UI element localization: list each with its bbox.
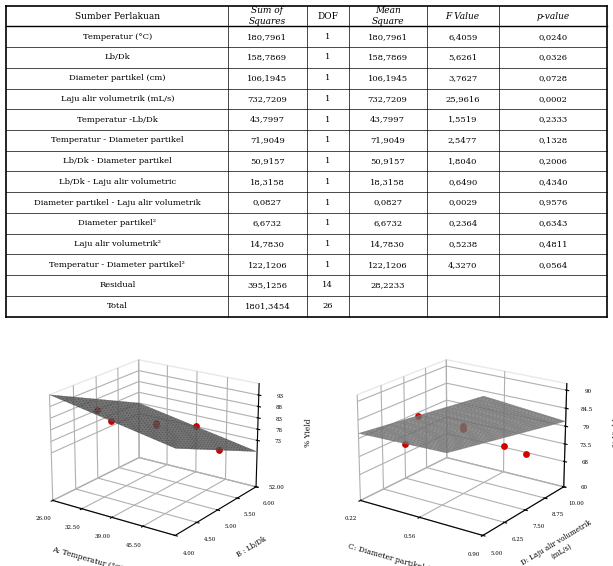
Text: 1: 1: [325, 115, 330, 123]
Text: p-value: p-value: [536, 11, 569, 20]
Text: 28,2233: 28,2233: [370, 281, 405, 289]
Text: Sum of
Squares: Sum of Squares: [249, 6, 286, 25]
Text: 0,2333: 0,2333: [538, 115, 568, 123]
Text: 1,5519: 1,5519: [448, 115, 478, 123]
Text: 18,3158: 18,3158: [250, 178, 285, 186]
Text: 0,6343: 0,6343: [538, 219, 568, 228]
Text: 14: 14: [322, 281, 333, 289]
Y-axis label: D: Laju alir volumetrik
(mL/s): D: Laju alir volumetrik (mL/s): [520, 519, 598, 566]
Text: 158,7869: 158,7869: [368, 53, 408, 62]
Text: 1: 1: [325, 261, 330, 269]
Text: 0,6490: 0,6490: [448, 178, 478, 186]
Text: Temperatur -Lb/Dk: Temperatur -Lb/Dk: [77, 115, 158, 123]
Text: Sumber Perlakuan: Sumber Perlakuan: [75, 11, 160, 20]
Text: 106,1945: 106,1945: [248, 74, 287, 82]
Text: 4,3270: 4,3270: [448, 261, 478, 269]
Text: 180,7961: 180,7961: [248, 33, 287, 41]
Text: 71,9049: 71,9049: [250, 136, 285, 144]
Text: 71,9049: 71,9049: [370, 136, 405, 144]
Text: 2,5477: 2,5477: [448, 136, 478, 144]
Text: Diameter partikel (cm): Diameter partikel (cm): [69, 74, 166, 82]
Text: Lb/Dk - Laju alir volumetric: Lb/Dk - Laju alir volumetric: [59, 178, 176, 186]
Text: 0,2364: 0,2364: [448, 219, 478, 228]
Text: Lb/Dk - Diameter partikel: Lb/Dk - Diameter partikel: [63, 157, 172, 165]
Text: Laju alir volumetrik²: Laju alir volumetrik²: [74, 240, 161, 248]
Text: 106,1945: 106,1945: [368, 74, 408, 82]
Text: 3,7627: 3,7627: [448, 74, 478, 82]
Text: Laju alir volumetrik (mL/s): Laju alir volumetrik (mL/s): [61, 95, 174, 103]
Text: 6,4059: 6,4059: [448, 33, 478, 41]
Text: 180,7961: 180,7961: [368, 33, 408, 41]
Text: 0,5238: 0,5238: [448, 240, 478, 248]
Text: 0,9576: 0,9576: [538, 199, 568, 207]
Text: 14,7830: 14,7830: [370, 240, 405, 248]
Text: 1: 1: [325, 219, 330, 228]
Text: 0,2006: 0,2006: [538, 157, 567, 165]
Text: Residual: Residual: [99, 281, 135, 289]
Text: 1: 1: [325, 136, 330, 144]
Text: Temperatur (°C): Temperatur (°C): [83, 33, 152, 41]
X-axis label: A: Temperatur (°C): A: Temperatur (°C): [51, 546, 124, 566]
X-axis label: C: Diameter partikel (cm): C: Diameter partikel (cm): [347, 542, 444, 566]
Text: Diameter partikel²: Diameter partikel²: [78, 219, 156, 228]
Text: 1: 1: [325, 95, 330, 103]
Text: Mean
Square: Mean Square: [371, 6, 404, 25]
Text: 1,8040: 1,8040: [448, 157, 478, 165]
Text: DOF: DOF: [317, 11, 338, 20]
Text: Total: Total: [107, 302, 128, 310]
Text: 43,7997: 43,7997: [370, 115, 405, 123]
Text: 1: 1: [325, 178, 330, 186]
Text: 122,1206: 122,1206: [368, 261, 408, 269]
Text: 0,0564: 0,0564: [538, 261, 568, 269]
Text: Lb/Dk: Lb/Dk: [104, 53, 130, 62]
Text: 0,0827: 0,0827: [373, 199, 402, 207]
Text: 1: 1: [325, 157, 330, 165]
Text: F Value: F Value: [446, 11, 480, 20]
Text: 0,0326: 0,0326: [538, 53, 567, 62]
Text: 6,6732: 6,6732: [373, 219, 402, 228]
Text: 0,0002: 0,0002: [538, 95, 567, 103]
Text: 50,9157: 50,9157: [250, 157, 285, 165]
Text: 5,6261: 5,6261: [448, 53, 478, 62]
Text: 43,7997: 43,7997: [250, 115, 285, 123]
Text: 6,6732: 6,6732: [253, 219, 282, 228]
Text: 26: 26: [322, 302, 333, 310]
Text: 50,9157: 50,9157: [370, 157, 405, 165]
Text: 732,7209: 732,7209: [368, 95, 408, 103]
Text: 0,0029: 0,0029: [448, 199, 477, 207]
Text: 18,3158: 18,3158: [370, 178, 405, 186]
Text: 1: 1: [325, 240, 330, 248]
Text: 1: 1: [325, 199, 330, 207]
Text: 0,0728: 0,0728: [538, 74, 568, 82]
Text: 1: 1: [325, 74, 330, 82]
Text: 1: 1: [325, 53, 330, 62]
Text: 0,4811: 0,4811: [538, 240, 568, 248]
Text: 1: 1: [325, 33, 330, 41]
Text: Temperatur - Diameter partikel: Temperatur - Diameter partikel: [51, 136, 183, 144]
Text: 25,9616: 25,9616: [446, 95, 480, 103]
Text: 0,1328: 0,1328: [538, 136, 568, 144]
Text: 14,7830: 14,7830: [250, 240, 285, 248]
Y-axis label: B : Lb/Dk: B : Lb/Dk: [235, 535, 267, 559]
Text: Temperatur - Diameter partikel²: Temperatur - Diameter partikel²: [49, 261, 185, 269]
Text: 122,1206: 122,1206: [248, 261, 287, 269]
Text: 158,7869: 158,7869: [248, 53, 287, 62]
Text: 0,0827: 0,0827: [253, 199, 282, 207]
Text: 1801,3454: 1801,3454: [245, 302, 291, 310]
Text: 732,7209: 732,7209: [248, 95, 287, 103]
Text: Diameter partikel - Laju alir volumetrik: Diameter partikel - Laju alir volumetrik: [34, 199, 200, 207]
Text: 0,4340: 0,4340: [538, 178, 568, 186]
Text: 395,1256: 395,1256: [248, 281, 287, 289]
Text: 0,0240: 0,0240: [538, 33, 568, 41]
